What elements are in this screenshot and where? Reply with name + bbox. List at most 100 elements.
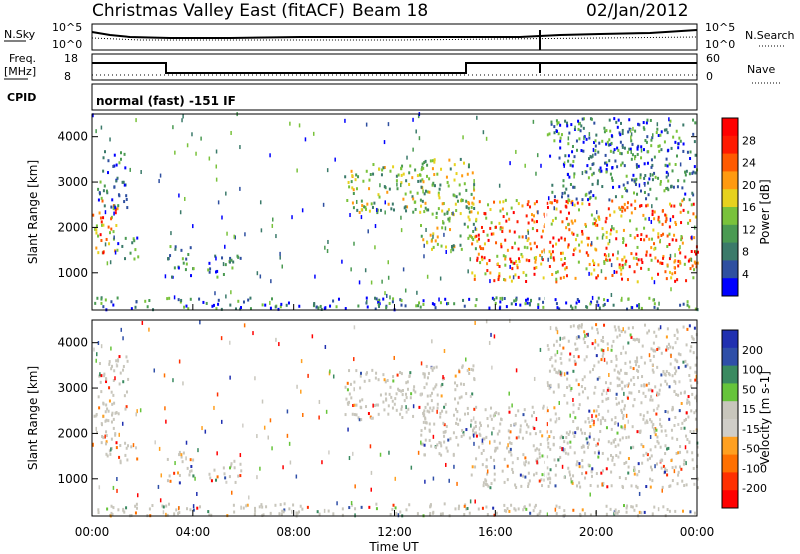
range-cell xyxy=(174,245,177,249)
range-cell xyxy=(485,319,488,324)
range-cell xyxy=(555,512,558,516)
range-cell xyxy=(400,228,403,233)
range-cell xyxy=(440,384,443,388)
range-cell xyxy=(384,210,386,215)
range-cell xyxy=(621,296,623,301)
range-cell xyxy=(535,417,538,422)
range-cell xyxy=(504,238,507,242)
range-cell xyxy=(215,177,218,182)
range-cell xyxy=(462,298,465,302)
range-cell xyxy=(274,305,277,309)
range-cell xyxy=(474,431,477,435)
range-cell xyxy=(677,146,680,150)
range-cell xyxy=(683,484,686,488)
range-cell xyxy=(355,369,358,373)
range-cell xyxy=(610,427,613,431)
range-cell xyxy=(561,263,564,267)
range-cell xyxy=(591,182,594,186)
range-cell xyxy=(656,435,659,439)
range-cell xyxy=(619,451,622,455)
range-cell xyxy=(601,235,604,240)
range-cell xyxy=(602,349,605,353)
range-cell xyxy=(631,142,634,146)
range-cell xyxy=(594,144,597,148)
range-cell xyxy=(506,478,509,482)
range-cell xyxy=(553,195,556,199)
range-cell xyxy=(495,511,498,515)
range-cell xyxy=(482,247,485,251)
range-cell xyxy=(649,187,652,191)
range-cell xyxy=(462,430,465,434)
range-cell xyxy=(484,408,487,412)
range-cell xyxy=(507,443,509,448)
range-cell xyxy=(324,245,326,250)
range-cell xyxy=(261,399,264,404)
range-cell xyxy=(508,391,510,396)
range-cell xyxy=(300,389,302,394)
range-cell xyxy=(650,258,653,262)
range-cell xyxy=(140,170,142,175)
range-cell xyxy=(623,202,626,206)
range-cell xyxy=(511,403,513,408)
range-cell xyxy=(494,446,497,450)
range-cell xyxy=(169,245,172,249)
range-cell xyxy=(105,189,108,193)
range-cell xyxy=(359,399,362,403)
colorbar-tick-label: 12 xyxy=(742,223,756,236)
range-cell xyxy=(242,300,245,304)
range-cell xyxy=(372,172,375,176)
range-cell xyxy=(440,167,443,171)
range-cell xyxy=(691,264,694,268)
range-cell xyxy=(593,222,596,226)
range-cell xyxy=(94,301,97,305)
range-cell xyxy=(598,168,601,172)
range-cell xyxy=(498,183,501,188)
range-cell xyxy=(438,196,441,200)
range-cell xyxy=(686,437,689,441)
range-cell xyxy=(527,461,530,465)
range-cell xyxy=(633,398,636,402)
range-cell xyxy=(607,440,610,444)
range-cell xyxy=(489,440,491,445)
range-cell xyxy=(580,323,583,327)
range-cell xyxy=(658,301,660,306)
range-cell xyxy=(535,220,538,224)
range-cell xyxy=(678,380,681,384)
range-cell xyxy=(631,326,634,330)
range-cell xyxy=(432,387,435,391)
range-cell xyxy=(679,261,682,265)
range-cell xyxy=(637,338,640,342)
range-cell xyxy=(111,402,114,406)
range-cell xyxy=(659,261,662,265)
range-cell xyxy=(395,174,398,178)
range-cell xyxy=(429,394,432,398)
range-cell xyxy=(651,512,654,516)
range-cell xyxy=(621,205,624,209)
range-cell xyxy=(553,125,556,129)
range-cell xyxy=(369,444,372,449)
range-cell xyxy=(256,475,258,480)
range-cell xyxy=(609,149,612,153)
range-cell xyxy=(558,307,561,311)
range-cell xyxy=(104,210,107,215)
range-cell xyxy=(163,373,166,378)
range-cell xyxy=(566,441,569,445)
range-cell xyxy=(593,121,596,125)
range-cell xyxy=(424,189,427,193)
range-cell xyxy=(493,200,496,204)
range-cell xyxy=(106,261,109,266)
range-cell xyxy=(189,246,192,250)
range-cell xyxy=(635,163,638,167)
range-cell xyxy=(523,245,526,249)
range-cell xyxy=(572,431,575,435)
range-cell xyxy=(599,166,602,170)
range-cell xyxy=(499,300,502,304)
range-cell xyxy=(215,307,218,311)
range-cell xyxy=(637,365,640,369)
range-cell xyxy=(185,257,188,261)
range-cell xyxy=(663,189,666,193)
range-cell xyxy=(221,256,224,260)
range-cell xyxy=(579,428,582,432)
range-cell xyxy=(625,436,628,440)
range-cell xyxy=(195,151,197,156)
